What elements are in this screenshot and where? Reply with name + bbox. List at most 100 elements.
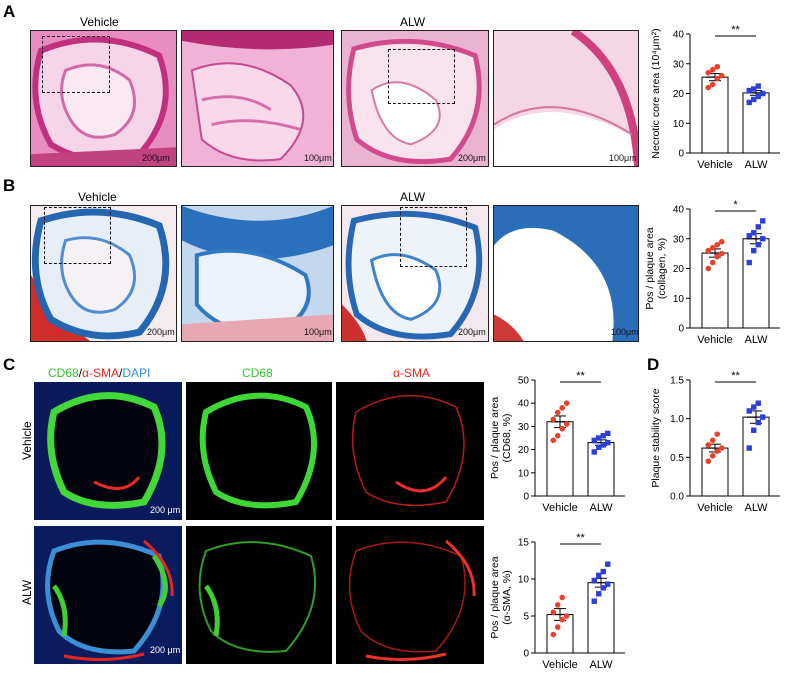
masson-vehicle-zoom-image xyxy=(181,205,334,342)
cd68-point-vehicle xyxy=(554,432,561,439)
collagen-point-alw xyxy=(746,233,752,239)
asma-y-tick-label: 10 xyxy=(518,575,530,586)
necrotic-x-tick-label: ALW xyxy=(744,159,768,171)
collagen-point-alw xyxy=(760,236,766,242)
panel-b-vehicle-title: Vehicle xyxy=(78,190,117,204)
necrotic-point-vehicle xyxy=(718,72,725,79)
cd68-y-axis-label: Pos / plaque area xyxy=(489,397,501,479)
asma-x-tick-label: ALW xyxy=(589,659,613,671)
cd68-point-vehicle xyxy=(550,416,557,423)
stability-point-vehicle xyxy=(718,445,725,451)
cd68-y-tick-label: 50 xyxy=(518,376,530,387)
necrotic-point-alw xyxy=(751,86,757,92)
collagen-y-tick-label: 0 xyxy=(678,324,684,335)
collagen-y-axis-label: Pos / plaque area xyxy=(644,227,656,309)
cd68-y-tick-label: 30 xyxy=(518,422,530,433)
collagen-point-vehicle xyxy=(718,238,725,245)
asma-point-vehicle xyxy=(550,609,557,616)
stability-y-tick-label: 1.5 xyxy=(670,376,684,387)
asma-x-tick-label: Vehicle xyxy=(542,659,577,671)
necrotic-y-tick-label: 0 xyxy=(678,149,684,160)
asma-point-vehicle xyxy=(559,616,566,623)
collagen-y-tick-label: 20 xyxy=(673,264,685,275)
panel-a-vehicle-title: Vehicle xyxy=(80,15,119,29)
collagen-chart: 0 10 20 30 40 Pos / plaque area (collagen, %) V… xyxy=(644,199,780,346)
collagen-point-vehicle xyxy=(705,265,712,272)
stability-point-alw xyxy=(746,408,752,414)
asma-y-tick-label: 0 xyxy=(523,649,529,660)
if-vehicle-merge-image xyxy=(34,382,182,520)
cd68-y-tick-label: 10 xyxy=(518,468,530,479)
asma-point-alw xyxy=(605,581,611,587)
collagen-x-tick-label: ALW xyxy=(744,334,768,346)
masson-vehicle-zoom-scale-label: 100μm xyxy=(304,327,332,337)
necrotic-point-vehicle xyxy=(714,63,721,70)
panel-label-a: A xyxy=(3,2,16,21)
cd68-bar-vehicle xyxy=(546,421,574,497)
cd68-point-alw xyxy=(591,449,597,455)
stability-point-alw xyxy=(760,414,766,420)
collagen-y-tick-label: 10 xyxy=(673,294,685,305)
asma-point-vehicle xyxy=(550,631,557,638)
asma-point-alw xyxy=(600,585,606,591)
stability-point-vehicle xyxy=(714,431,721,437)
asma-point-vehicle xyxy=(563,613,570,619)
necrotic-significance-label: ** xyxy=(731,24,740,36)
panel-a-alw-title: ALW xyxy=(400,15,426,29)
asma-chart: 0 5 10 15 Pos / plaque area (α-SMA, %) Vehicle… xyxy=(489,532,625,671)
stability-chart: 0.0 0.5 1.0 1.5 Plaque stability score Vehicl… xyxy=(650,370,780,514)
collagen-point-alw xyxy=(760,218,766,224)
stability-point-alw xyxy=(755,419,761,426)
collagen-point-vehicle xyxy=(714,241,721,248)
asma-significance-label: ** xyxy=(576,532,585,544)
he-alw-scale-label: 200μm xyxy=(458,153,486,163)
asma-point-alw xyxy=(605,561,611,567)
cd68-y-tick-label: 0 xyxy=(523,492,529,503)
stability-point-alw xyxy=(746,445,752,451)
necrotic-point-alw xyxy=(760,90,766,97)
stability-point-vehicle xyxy=(714,448,721,454)
stability-point-alw xyxy=(751,404,757,410)
collagen-y-tick-label: 40 xyxy=(673,205,685,216)
collagen-y-axis-label: (collagen, %) xyxy=(656,238,668,299)
collagen-x-tick-label: Vehicle xyxy=(697,334,732,346)
necrotic-point-alw xyxy=(751,96,757,103)
masson-alw-zoom-image xyxy=(493,205,639,342)
collagen-point-vehicle xyxy=(709,244,716,251)
necrotic-y-tick-label: 40 xyxy=(673,30,685,41)
collagen-point-vehicle xyxy=(714,253,721,260)
stability-y-tick-label: 1.0 xyxy=(670,414,684,425)
collagen-point-alw xyxy=(755,242,761,248)
asma-point-vehicle xyxy=(559,594,566,601)
collagen-point-vehicle xyxy=(718,250,725,257)
row-label-alw: ALW xyxy=(20,579,34,605)
cd68-significance-label: ** xyxy=(576,370,585,382)
he-alw-zoom-image xyxy=(493,30,639,167)
panel-label-d: D xyxy=(647,355,660,374)
stability-y-axis-label: Plaque stability score xyxy=(650,388,662,487)
asma-point-alw xyxy=(600,568,606,575)
masson-alw-scale-label: 200μm xyxy=(458,327,486,337)
cd68-point-alw xyxy=(600,432,606,439)
stability-y-tick-label: 0.0 xyxy=(670,492,684,503)
necrotic-bar-vehicle xyxy=(701,76,729,154)
asma-point-alw xyxy=(591,598,597,604)
asma-y-tick-label: 5 xyxy=(523,612,529,623)
necrotic-point-vehicle xyxy=(709,81,716,88)
necrotic-y-tick-label: 20 xyxy=(673,89,685,100)
collagen-point-alw xyxy=(746,259,752,266)
collagen-bar-alw xyxy=(742,238,770,329)
he-vehicle-scale-label: 200μm xyxy=(142,153,170,163)
necrotic-point-alw xyxy=(755,93,761,100)
necrotic-point-vehicle xyxy=(714,75,721,82)
masson-alw-zoom-scale-label: 100μm xyxy=(611,327,639,337)
cd68-point-alw xyxy=(600,442,606,448)
necrotic-y-tick-label: 30 xyxy=(673,59,685,70)
asma-point-vehicle xyxy=(554,602,561,608)
stability-point-vehicle xyxy=(709,452,716,459)
stability-y-tick-label: 0.5 xyxy=(670,453,684,464)
asma-y-tick-label: 15 xyxy=(518,538,530,549)
stability-significance-label: ** xyxy=(731,370,740,382)
cd68-point-alw xyxy=(605,430,611,437)
stability-x-tick-label: Vehicle xyxy=(697,502,732,514)
